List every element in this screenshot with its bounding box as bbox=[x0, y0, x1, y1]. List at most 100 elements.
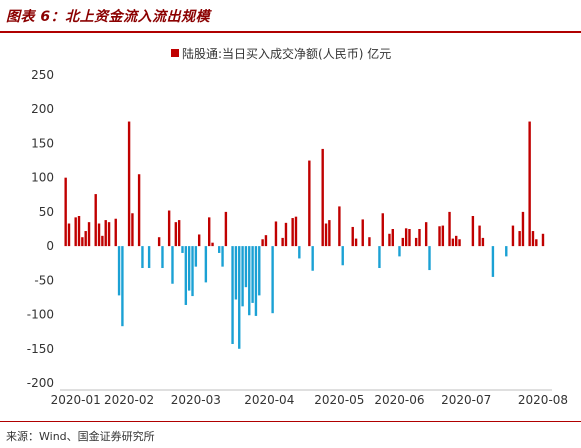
x-tick-label: 2020-03 bbox=[171, 393, 221, 407]
source-note: 来源：Wind、国金证券研究所 bbox=[6, 430, 155, 443]
bar bbox=[321, 148, 324, 247]
bar bbox=[481, 237, 485, 247]
bar bbox=[131, 213, 134, 247]
bar bbox=[147, 246, 151, 269]
bar bbox=[184, 246, 188, 305]
bar bbox=[161, 246, 164, 269]
bar bbox=[171, 246, 174, 284]
bar bbox=[398, 246, 401, 257]
bar bbox=[284, 222, 288, 247]
x-tick-label: 2020-01 bbox=[51, 393, 101, 407]
bar bbox=[438, 226, 441, 247]
bar bbox=[308, 160, 311, 247]
bar bbox=[378, 246, 381, 269]
bar bbox=[451, 238, 455, 247]
bar bbox=[441, 225, 445, 247]
x-tick-label: 2020-04 bbox=[244, 393, 294, 407]
bar bbox=[341, 246, 344, 266]
bar bbox=[271, 246, 274, 314]
x-tick-label: 2020-06 bbox=[374, 393, 424, 407]
bar bbox=[84, 231, 87, 247]
bar bbox=[448, 211, 451, 247]
bar bbox=[251, 246, 254, 303]
y-tick-label: 0 bbox=[46, 239, 54, 253]
bar bbox=[511, 225, 515, 247]
legend: 陆股通:当日买入成交净额(人民币) 亿元 bbox=[171, 46, 391, 61]
bar bbox=[197, 234, 201, 247]
bar bbox=[424, 222, 428, 247]
bar bbox=[354, 238, 358, 247]
y-tick-label: -50 bbox=[34, 273, 54, 287]
bar bbox=[531, 231, 535, 247]
bar bbox=[248, 246, 251, 316]
bar bbox=[127, 121, 131, 247]
bar bbox=[117, 246, 121, 296]
bar bbox=[381, 213, 384, 247]
bar bbox=[191, 246, 194, 297]
bar bbox=[187, 246, 191, 291]
bar bbox=[101, 235, 104, 247]
y-tick-label: 100 bbox=[31, 171, 54, 185]
y-tick-label: 50 bbox=[39, 205, 54, 219]
bar bbox=[74, 217, 77, 247]
bar bbox=[104, 220, 107, 247]
bar bbox=[238, 246, 241, 349]
bar bbox=[224, 211, 228, 247]
bar bbox=[107, 222, 111, 247]
bar bbox=[478, 225, 481, 247]
bar bbox=[391, 229, 394, 247]
bar bbox=[388, 233, 391, 247]
bar bbox=[338, 206, 341, 247]
bar bbox=[261, 239, 264, 247]
bar bbox=[218, 246, 221, 253]
bar bbox=[241, 246, 244, 307]
bar bbox=[455, 235, 458, 247]
bar bbox=[254, 246, 258, 316]
bar bbox=[264, 235, 268, 247]
bar bbox=[418, 229, 421, 247]
bar bbox=[361, 219, 364, 247]
bar bbox=[324, 223, 328, 247]
bar bbox=[351, 226, 354, 247]
bar bbox=[521, 211, 525, 247]
bar bbox=[97, 223, 101, 247]
y-tick-label: 150 bbox=[31, 136, 54, 150]
bar bbox=[94, 194, 97, 247]
figure-header: 图表 6：北上资金流入流出规模 bbox=[0, 0, 581, 34]
bar bbox=[274, 221, 278, 247]
bar bbox=[141, 246, 144, 269]
bar bbox=[428, 246, 431, 271]
bar bbox=[67, 223, 71, 247]
bar bbox=[231, 246, 234, 344]
bar bbox=[328, 220, 331, 247]
figure-title: 图表 6：北上资金流入流出规模 bbox=[6, 9, 211, 25]
x-tick-label: 2020-05 bbox=[314, 393, 364, 407]
x-tick-label: 2020-02 bbox=[104, 393, 154, 407]
bar bbox=[414, 237, 418, 247]
legend-label: 陆股通:当日买入成交净额(人民币) 亿元 bbox=[182, 46, 391, 61]
bar bbox=[491, 246, 495, 277]
bar bbox=[211, 242, 214, 247]
bar bbox=[137, 174, 141, 247]
y-tick-label: 200 bbox=[31, 102, 54, 116]
bar bbox=[114, 218, 117, 247]
bar bbox=[401, 237, 404, 247]
bar bbox=[408, 229, 411, 247]
bar bbox=[77, 216, 81, 247]
bar bbox=[505, 246, 508, 257]
bar bbox=[177, 220, 181, 247]
bar bbox=[471, 216, 475, 247]
bar bbox=[221, 246, 224, 267]
bar bbox=[258, 246, 261, 296]
bar bbox=[298, 246, 301, 259]
x-tick-label: 2020-07 bbox=[441, 393, 491, 407]
bar bbox=[368, 237, 371, 247]
bar bbox=[194, 246, 198, 267]
bar bbox=[244, 246, 248, 288]
y-tick-label: 250 bbox=[31, 68, 54, 82]
y-tick-label: -100 bbox=[27, 308, 54, 322]
bar bbox=[208, 217, 211, 247]
bar bbox=[458, 239, 461, 247]
bar bbox=[518, 231, 521, 247]
